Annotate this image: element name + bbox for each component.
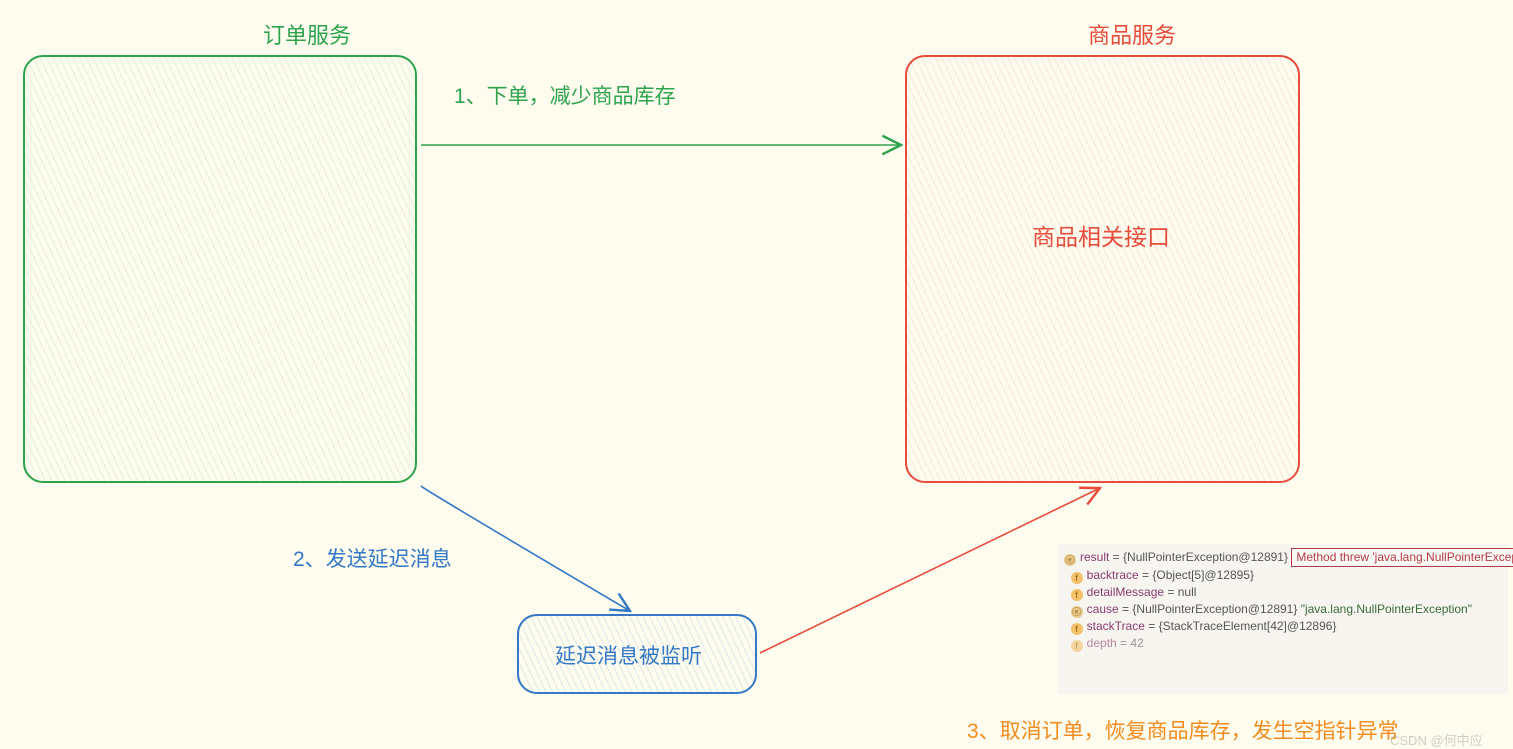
product-service-box — [905, 55, 1300, 483]
edge1-label: 1、下单，减少商品库存 — [454, 80, 676, 110]
product-service-inner-label: 商品相关接口 — [1032, 218, 1170, 252]
order-service-box — [23, 55, 417, 483]
debug-row-stacktrace: fstackTrace = {StackTraceElement[42]@128… — [1064, 618, 1502, 635]
order-service-title: 订单服务 — [263, 18, 351, 50]
watermark-text: CSDN @何中应 — [1390, 730, 1483, 749]
edge3-label: 3、取消订单，恢复商品库存，发生空指针异常 — [967, 715, 1399, 745]
debug-row-detailmessage: fdetailMessage = null — [1064, 584, 1502, 601]
debug-row-backtrace: fbacktrace = {Object[5]@12895} — [1064, 567, 1502, 584]
debug-row-depth: fdepth = 42 — [1064, 635, 1502, 652]
product-service-title: 商品服务 — [1088, 18, 1176, 50]
debug-row-cause: ⓔcause = {NullPointerException@12891} "j… — [1064, 601, 1502, 618]
edge3-arrow — [760, 488, 1100, 653]
exception-highlight: Method threw 'java.lang.NullPointerExcep… — [1291, 548, 1513, 567]
exception-debug-panel: ⓔresult = {NullPointerException@12891} M… — [1058, 544, 1508, 694]
delay-listener-label: 延迟消息被监听 — [555, 640, 702, 670]
edge2-label: 2、发送延迟消息 — [293, 543, 452, 573]
edge2-arrow — [421, 486, 630, 611]
debug-row-result: ⓔresult = {NullPointerException@12891} M… — [1064, 548, 1502, 567]
